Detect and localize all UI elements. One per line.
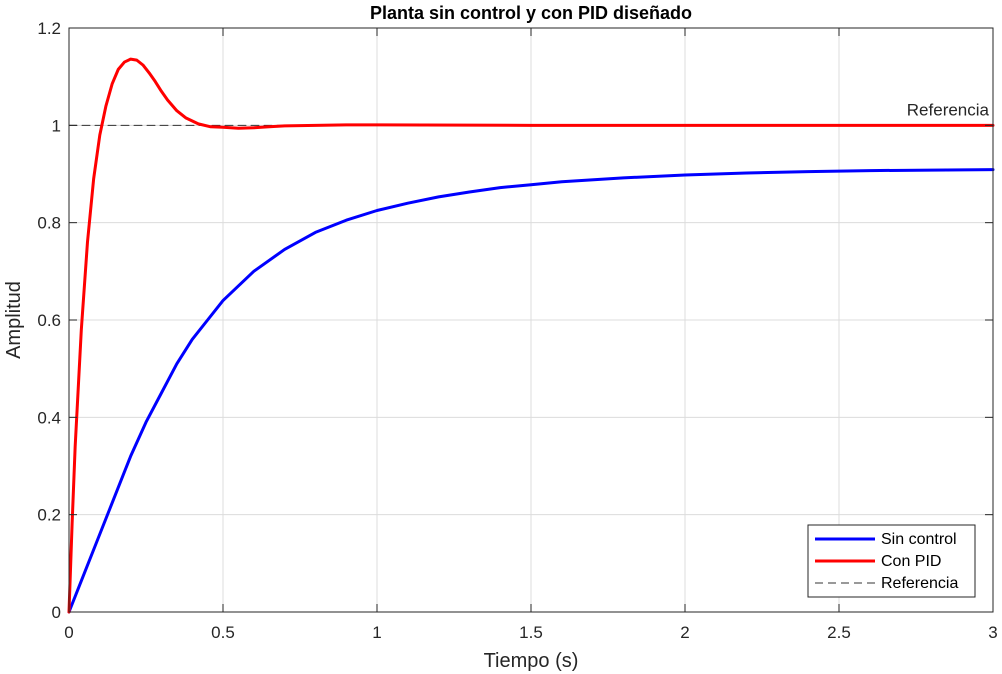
legend-label: Referencia — [881, 575, 958, 592]
y-axis-label: Amplitud — [3, 281, 25, 359]
x-tick-label: 3 — [988, 623, 997, 642]
x-tick-label: 1 — [372, 623, 381, 642]
series-lines — [67, 57, 995, 614]
x-tick-label: 0.5 — [211, 623, 235, 642]
x-tick-label: 2.5 — [827, 623, 851, 642]
x-tick-label: 0 — [64, 623, 73, 642]
reference-annotation: Referencia — [907, 100, 990, 119]
series-line-con-pid — [67, 57, 995, 614]
legend-label: Con PID — [881, 553, 941, 570]
legend-items: Sin control Con PID Referencia — [815, 531, 958, 592]
y-tick-label: 1.2 — [37, 19, 61, 38]
y-tick-label: 0.4 — [37, 408, 61, 427]
x-axis-label: Tiempo (s) — [484, 650, 579, 672]
legend: Sin control Con PID Referencia — [807, 524, 976, 598]
y-tick-label: 0.2 — [37, 506, 61, 525]
x-tick-label: 2 — [680, 623, 689, 642]
ticks: 0 0.5 1 1.5 2 2.5 3 0 0.2 0.4 0.6 0.8 1 1.2 — [37, 19, 997, 642]
y-tick-label: 0.8 — [37, 214, 61, 233]
y-tick-label: 0.6 — [37, 311, 61, 330]
x-tick-label: 1.5 — [519, 623, 543, 642]
y-tick-label: 0 — [52, 603, 61, 622]
chart-title: Planta sin control y con PID diseñado — [370, 3, 692, 23]
legend-label: Sin control — [881, 531, 957, 548]
series-line-sin-control — [67, 168, 995, 614]
y-tick-label: 1 — [52, 116, 61, 135]
